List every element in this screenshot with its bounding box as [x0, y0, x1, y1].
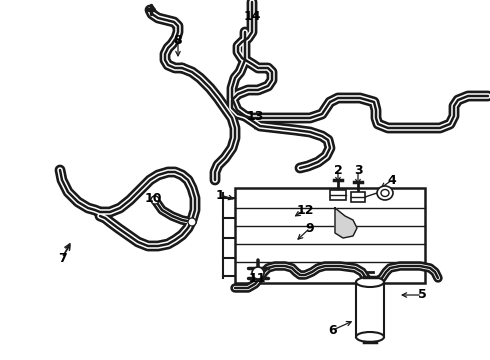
Text: 13: 13: [246, 109, 264, 122]
Ellipse shape: [252, 267, 264, 279]
Ellipse shape: [356, 277, 384, 287]
Text: 12: 12: [296, 203, 314, 216]
Text: 9: 9: [306, 221, 314, 234]
Text: 11: 11: [248, 271, 266, 284]
Bar: [330, 190, 346, 200]
Text: 3: 3: [354, 163, 362, 176]
Text: 5: 5: [417, 288, 426, 302]
Bar: [356, 282, 384, 337]
Bar: [351, 192, 365, 202]
Ellipse shape: [381, 189, 389, 197]
Ellipse shape: [356, 332, 384, 342]
Polygon shape: [335, 208, 357, 238]
Text: 7: 7: [58, 252, 66, 265]
Ellipse shape: [151, 196, 159, 204]
Text: 1: 1: [216, 189, 224, 202]
Text: 10: 10: [144, 192, 162, 204]
Text: 8: 8: [173, 33, 182, 46]
Bar: [235, 188, 425, 283]
Text: 4: 4: [388, 174, 396, 186]
Ellipse shape: [188, 218, 196, 226]
Text: 6: 6: [329, 324, 337, 337]
Ellipse shape: [377, 186, 393, 200]
Text: 2: 2: [334, 163, 343, 176]
Text: 14: 14: [243, 9, 261, 23]
